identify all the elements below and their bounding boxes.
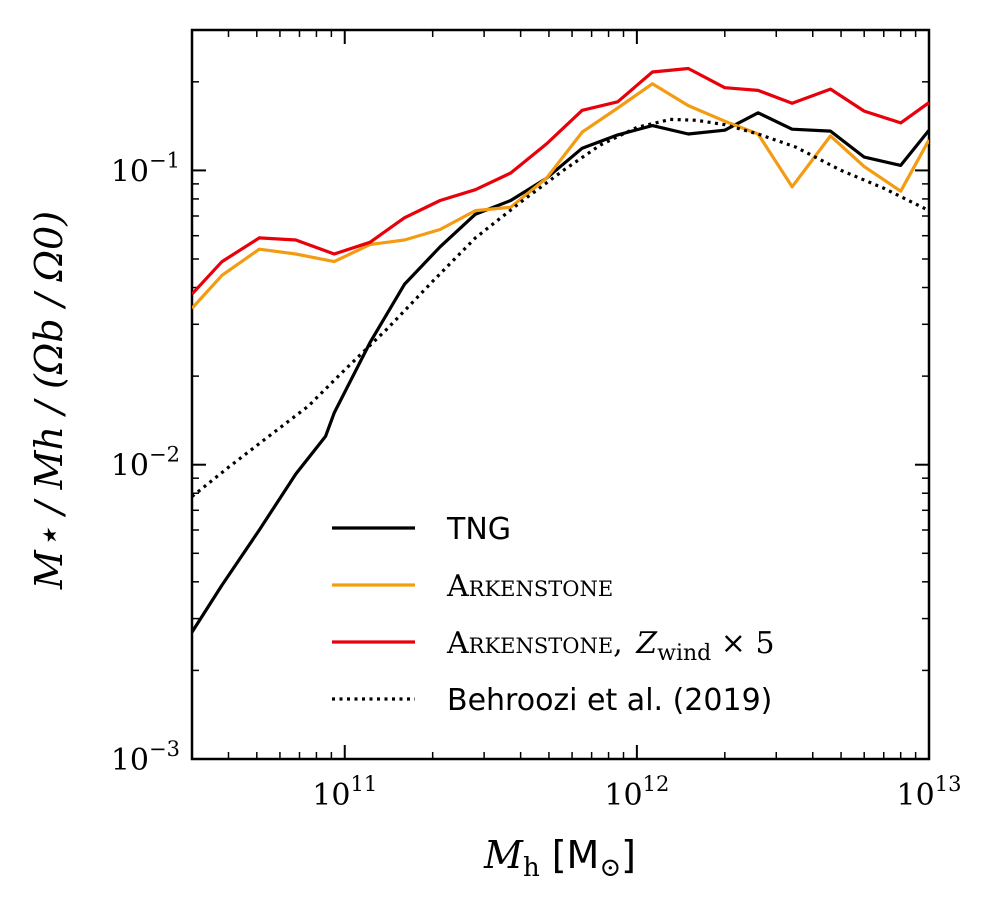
y-axis-label: M⋆ / Mh / (Ωb / Ω0) xyxy=(27,211,71,590)
plot-area xyxy=(190,28,931,761)
x-tick-label: 1011 xyxy=(312,772,377,813)
y-tick-label: 10−3 xyxy=(111,737,180,778)
y-tick-label: 10−2 xyxy=(111,443,180,484)
y-tick-label: 10−1 xyxy=(111,148,180,189)
major-ticks xyxy=(192,30,930,760)
y-tick-labels: 10−3 10−2 10−1 xyxy=(111,148,180,778)
x-axis-unit: [M xyxy=(552,833,600,877)
legend: TNG Arkenstone Arkenstone, Zwind × 5 Behroo… xyxy=(332,512,775,718)
series-layer xyxy=(192,66,929,633)
series-line-behroozi-et-al-2019 xyxy=(192,117,929,498)
x-tick-label: 1012 xyxy=(604,772,669,813)
series-line-tng xyxy=(192,111,929,633)
x-tick-labels: 1011 1012 1013 xyxy=(312,772,961,813)
plot-frame xyxy=(190,28,931,761)
minor-ticks xyxy=(192,30,929,759)
legend-label: Arkenstone, Zwind × 5 xyxy=(446,626,775,666)
x-axis-unit-close: ] xyxy=(621,833,636,877)
x-axis-unit-sub: ⊙ xyxy=(599,853,621,883)
legend-label: Behroozi et al. (2019) xyxy=(447,683,772,718)
series-line-arkenstone xyxy=(192,82,929,310)
x-axis-label: Mh [M⊙] xyxy=(483,833,636,883)
series-line-arkenstone-z-wind-5 xyxy=(192,66,929,296)
legend-label: TNG xyxy=(446,512,511,547)
x-axis-var: M xyxy=(483,833,524,877)
x-axis-var-sub: h xyxy=(523,853,540,883)
legend-label: Arkenstone xyxy=(446,569,613,604)
x-tick-label: 1013 xyxy=(897,772,962,813)
